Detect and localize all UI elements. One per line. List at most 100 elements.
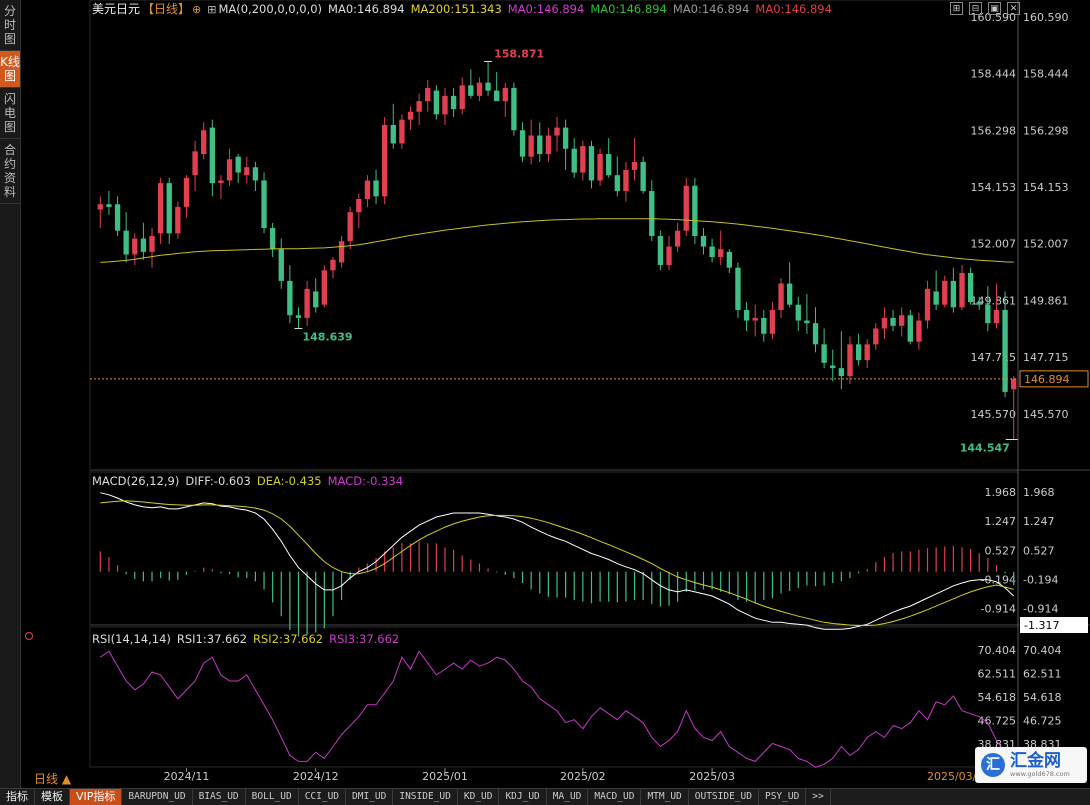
tab-cci[interactable]: CCI_UD [299,789,347,805]
period-selector[interactable]: 日线 ▲ [34,772,72,786]
candle [399,119,405,144]
current-price-box [1019,370,1089,388]
candle [683,185,689,231]
candle [571,148,577,173]
ma-legend-2: MA200:151.343 [411,2,502,16]
macd-tick-right-4: -0.914 [1023,603,1058,616]
tab-mtm[interactable]: MTM_UD [641,789,689,805]
tab-contract-info[interactable]: 合约资料 [0,139,20,204]
tab-barupdn[interactable]: BARUPDN_UD [122,789,193,805]
candle [786,283,793,305]
logo-name: 汇金网 [1010,751,1061,771]
date-label-2: 2025/01 [422,770,468,783]
high-price-label: 158.871 [494,48,544,61]
tab-vip-indicators[interactable]: VIP指标 [70,789,123,805]
tab-psy[interactable]: PSY_UD [759,789,807,805]
candle [330,259,336,271]
candle [218,180,224,184]
ma200-line [100,218,1014,263]
add-indicator-icon: ⊕ [192,3,201,16]
rsi-legend-2: RSI2:37.662 [253,632,323,646]
candle [838,368,845,377]
layout-icon[interactable]: ⊞ [950,2,963,15]
tab-timeshare[interactable]: 分时图 [0,0,20,51]
tab-ma[interactable]: MA_UD [547,789,589,805]
candle [993,309,1000,324]
indicator-grid-icon: ⊞ [207,3,216,16]
main-panel-frame [89,0,1019,471]
candle [562,127,569,149]
price-tick-right-0: 160.590 [1023,11,1069,24]
candle [537,135,543,155]
candle [640,161,646,192]
candle [752,317,758,321]
candle [468,85,474,96]
candle [709,246,715,258]
price-tick-right-6: 147.715 [1023,351,1069,364]
candle [580,146,586,173]
tab-indicators[interactable]: 指标 [0,789,35,805]
rsi-legend-1: RSI1:37.662 [177,632,247,646]
price-tick-left-5: 149.861 [971,294,1017,307]
candle [597,154,603,181]
candle [347,212,353,242]
candle [942,280,948,305]
candle [933,291,939,305]
kline-chart[interactable]: 美元日元 【日线】 ⊕ ⊞ MA(0,200,0,0,0,0) MA0:146.894 MA… [20,0,1090,788]
candle [192,151,198,176]
macd-tick-left-0: 1.968 [985,486,1017,499]
macd-tick-right-2: 0.527 [1023,544,1055,557]
rsi-tick-left-0: 70.404 [978,644,1017,657]
candle [295,315,302,318]
price-tick-left-4: 152.007 [971,238,1017,251]
candle [338,241,345,263]
tab-more[interactable]: >> [806,789,831,805]
close-icon[interactable]: ✕ [1007,2,1020,15]
candle [545,135,552,155]
rsi-settings-icon[interactable] [25,632,33,640]
tab-flash[interactable]: 闪电图 [0,88,20,139]
tab-kline[interactable]: K线图 [0,51,20,88]
candle [157,183,164,234]
tab-kd[interactable]: KD_UD [458,789,500,805]
tab-templates[interactable]: 模板 [35,789,70,805]
candle [321,270,328,305]
candle [614,175,620,192]
candle [959,272,965,308]
candle [450,95,457,110]
candle [795,304,801,321]
macd-legend-1: DIFF:-0.603 [185,474,251,488]
candle [235,156,241,173]
macd-dea-line [100,500,1014,626]
candle [244,167,250,176]
candle [873,328,879,345]
candle [778,283,784,310]
view-switcher: 分时图 K线图 闪电图 合约资料 [0,0,21,788]
collapse-icon[interactable]: ⊟ [969,2,982,15]
current-price-label: 146.894 [1024,373,1070,386]
tab-dmi[interactable]: DMI_UD [346,789,394,805]
macd-tick-left-1: 1.247 [985,515,1017,528]
rsi-tick-right-2: 54.618 [1023,691,1062,704]
tab-outside[interactable]: OUTSIDE_UD [689,789,759,805]
candle [183,177,190,207]
candle [950,280,957,308]
tab-boll[interactable]: BOLL_UD [246,789,299,805]
maximize-icon[interactable]: ▣ [988,2,1001,15]
candle [407,111,414,120]
candle [106,204,112,207]
tab-inside[interactable]: INSIDE_UD [393,789,458,805]
candle [812,323,819,345]
rsi-tick-right-1: 62.511 [1023,667,1062,680]
candle [140,238,147,252]
macd-tick-right-3: -0.194 [1023,574,1058,587]
date-label-1: 2024/12 [293,770,339,783]
tab-kdj[interactable]: KDJ_UD [499,789,547,805]
tab-macd[interactable]: MACD_UD [588,789,642,805]
gold678-logo: 汇 汇金网 www.gold678.com [975,747,1087,783]
candle [847,344,853,377]
candle [175,206,181,234]
tab-bias[interactable]: BIAS_UD [193,789,246,805]
candle [1002,309,1008,392]
candle [588,146,595,181]
